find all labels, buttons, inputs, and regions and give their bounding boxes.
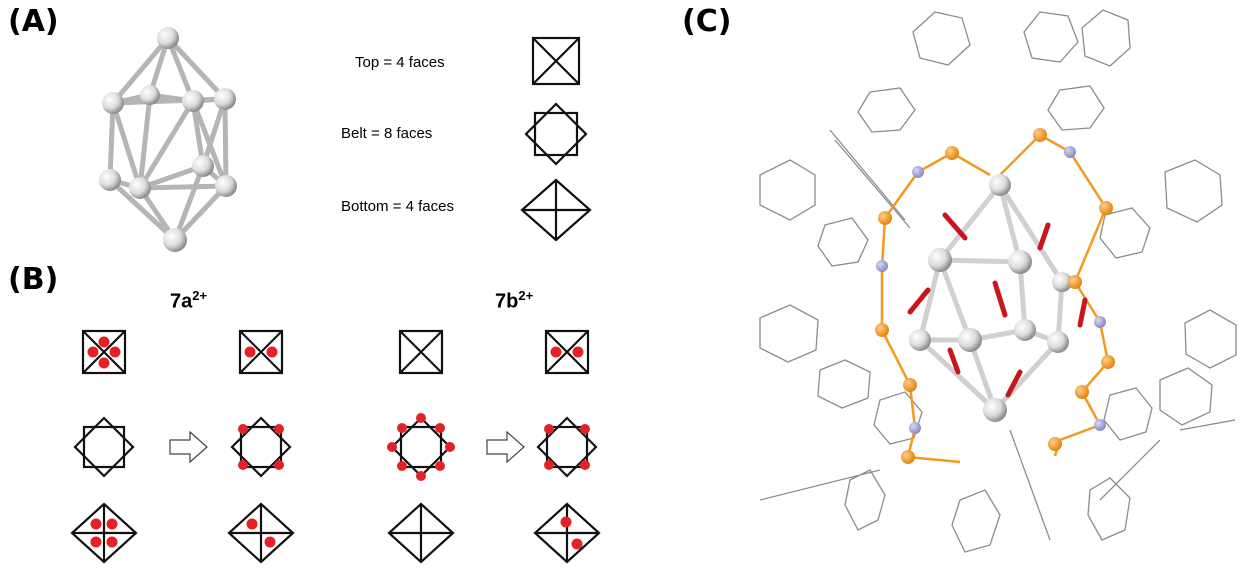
panel-label-a: (A): [8, 4, 59, 39]
b-7b-bottom-start: [387, 502, 455, 564]
b-7b-arrow: [486, 430, 525, 464]
b-7b-top-start: [398, 329, 444, 375]
icosahedron-model: [107, 35, 229, 243]
b-7b-top-end: [544, 329, 590, 375]
legend-top-square: [531, 36, 581, 86]
phosphorus-atoms: [875, 128, 1115, 464]
header-7a-charge: 2+: [192, 288, 208, 303]
icosahedron-atoms: [99, 27, 237, 252]
b-7a-arrow: [169, 430, 208, 464]
header-7a-base: 7a: [170, 290, 193, 313]
p-n-backbone: [880, 133, 1110, 464]
legend-bottom-diamond: [520, 178, 592, 242]
b-7a-bottom-start: [70, 502, 138, 564]
legend-belt-octagram: [524, 102, 588, 166]
silver-core-bonds: [917, 182, 1065, 413]
silver-atoms: [909, 174, 1072, 422]
panel-label-c: (C): [682, 4, 732, 39]
b-7a-top-start: [81, 329, 127, 375]
b-7b-bottom-end: [533, 502, 601, 564]
label-belt-faces: Belt = 8 faces: [341, 125, 433, 142]
header-7b-base: 7b: [495, 290, 519, 313]
b-7a-belt-end: [230, 416, 292, 478]
nitrogen-atoms: [876, 146, 1106, 434]
phenyl-rings: [759, 9, 1237, 553]
header-7b: 7b2+: [495, 288, 533, 314]
oxygen-bonds: [907, 212, 1088, 398]
b-7b-belt-end: [536, 416, 598, 478]
label-bottom-faces: Bottom = 4 faces: [341, 198, 454, 215]
b-7a-bottom-end: [227, 502, 295, 564]
b-7a-belt-start: [73, 416, 135, 478]
header-7a: 7a2+: [170, 288, 207, 314]
b-7b-belt-start: [387, 413, 455, 481]
crystal-structure: [759, 9, 1237, 553]
panel-label-b: (B): [8, 262, 59, 297]
b-7a-top-end: [238, 329, 284, 375]
header-7b-charge: 2+: [518, 288, 534, 303]
label-top-faces: Top = 4 faces: [355, 54, 445, 71]
